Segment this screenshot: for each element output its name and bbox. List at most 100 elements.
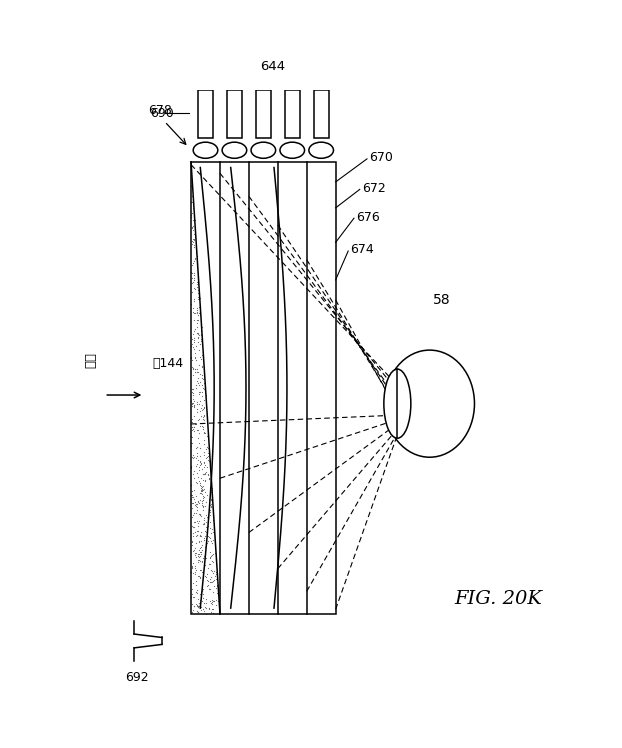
Point <box>187 491 197 503</box>
Point <box>197 328 207 340</box>
Point <box>195 352 205 364</box>
Point <box>189 421 199 433</box>
Point <box>187 355 197 367</box>
Point <box>198 592 208 604</box>
Point <box>187 222 197 234</box>
Circle shape <box>385 350 475 457</box>
Point <box>199 456 209 468</box>
Point <box>205 573 215 585</box>
Point <box>192 314 202 326</box>
Point <box>197 361 207 373</box>
Point <box>188 527 198 539</box>
Point <box>198 518 208 530</box>
Point <box>190 283 200 295</box>
Point <box>200 524 210 536</box>
Point <box>211 566 221 578</box>
Point <box>207 523 217 535</box>
Point <box>190 472 200 484</box>
Point <box>203 470 213 482</box>
Bar <box>285 91 300 138</box>
Point <box>192 302 202 314</box>
Point <box>188 364 198 375</box>
Point <box>200 381 210 393</box>
Point <box>194 398 204 410</box>
Point <box>195 479 205 491</box>
Point <box>206 494 216 506</box>
Point <box>196 530 206 542</box>
Point <box>210 548 220 560</box>
Point <box>211 599 221 611</box>
Point <box>188 506 198 518</box>
Point <box>193 423 203 435</box>
Point <box>210 542 220 554</box>
Point <box>192 529 202 541</box>
Point <box>195 530 205 542</box>
Point <box>187 485 197 497</box>
Point <box>193 292 203 304</box>
Point <box>204 604 214 616</box>
Point <box>192 402 202 414</box>
Point <box>188 453 198 465</box>
Point <box>187 520 197 532</box>
Point <box>187 431 197 443</box>
Point <box>193 268 203 280</box>
Point <box>192 364 202 375</box>
Point <box>193 551 203 562</box>
Point <box>187 396 197 408</box>
Ellipse shape <box>193 142 218 159</box>
Point <box>188 255 198 267</box>
Point <box>190 565 200 577</box>
Point <box>208 567 218 579</box>
Point <box>199 426 209 438</box>
Point <box>211 568 221 580</box>
Point <box>187 489 197 501</box>
Ellipse shape <box>280 142 305 159</box>
Point <box>202 511 211 523</box>
Point <box>200 542 210 554</box>
Point <box>191 530 201 542</box>
Point <box>204 602 214 614</box>
Point <box>191 490 201 502</box>
Point <box>187 562 197 574</box>
Point <box>198 490 208 502</box>
Point <box>186 197 196 209</box>
Point <box>187 583 197 595</box>
Point <box>194 535 204 547</box>
Point <box>190 417 200 429</box>
Point <box>187 489 197 501</box>
Point <box>193 459 203 470</box>
Ellipse shape <box>222 142 247 159</box>
Point <box>188 491 198 503</box>
Point <box>199 605 209 617</box>
Point <box>195 494 205 506</box>
Point <box>190 307 200 319</box>
Point <box>189 337 199 349</box>
Point <box>189 233 199 245</box>
Point <box>188 567 198 579</box>
Point <box>199 438 209 450</box>
Point <box>193 471 203 483</box>
Point <box>190 550 200 562</box>
Ellipse shape <box>309 142 333 159</box>
Point <box>195 487 205 499</box>
Point <box>198 551 208 563</box>
Point <box>202 537 211 549</box>
Point <box>197 481 207 493</box>
Point <box>186 352 196 364</box>
Point <box>192 587 202 599</box>
Point <box>191 586 201 598</box>
Point <box>187 286 197 298</box>
Point <box>192 327 202 339</box>
Point <box>205 506 215 518</box>
Ellipse shape <box>251 142 276 159</box>
Point <box>203 521 213 533</box>
Point <box>193 336 203 348</box>
Point <box>201 397 211 409</box>
Point <box>193 372 203 384</box>
Point <box>193 377 203 389</box>
Point <box>199 363 209 375</box>
Point <box>210 521 220 533</box>
Point <box>196 564 206 576</box>
Point <box>200 551 210 563</box>
Point <box>189 332 199 344</box>
